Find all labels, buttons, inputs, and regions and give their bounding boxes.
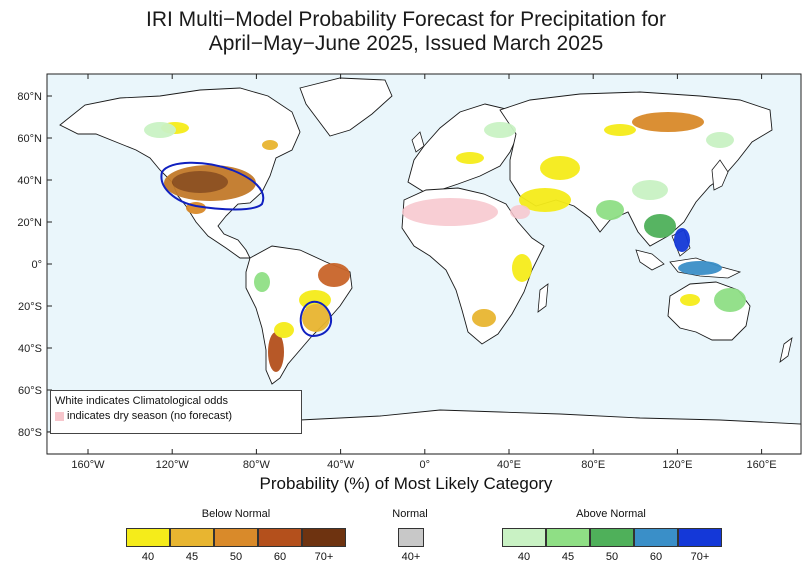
paraguay-dry — [302, 304, 330, 332]
lat-label: 40°S — [18, 343, 42, 355]
lon-label: 160°W — [71, 459, 105, 471]
lat-label: 80°N — [17, 91, 42, 103]
note-dry-season-text: indicates dry season (no forecast) — [67, 410, 233, 422]
lon-label: 80°W — [243, 459, 271, 471]
lat-label: 80°S — [18, 427, 42, 439]
sahara-dry-season — [402, 198, 498, 226]
above-normal-swatch — [634, 528, 678, 547]
lon-label: 120°E — [662, 459, 692, 471]
below-normal-swatch — [170, 528, 214, 547]
above-normal-swatch-label: 45 — [561, 551, 575, 563]
legend-above-title: Above Normal — [576, 508, 646, 520]
above-normal-swatch-label: 70+ — [690, 551, 710, 563]
china-wet — [632, 180, 668, 200]
note-climatological: White indicates Climatological odds — [55, 395, 229, 407]
legend-below-title: Below Normal — [201, 508, 271, 520]
us-highlight-circle — [160, 161, 265, 211]
se-asia-wet — [644, 214, 676, 238]
above-normal-swatch — [590, 528, 634, 547]
above-normal-swatch — [546, 528, 590, 547]
central-asia-dry — [540, 156, 580, 180]
below-normal-swatch — [126, 528, 170, 547]
argentina-dry — [268, 332, 284, 372]
australia-wet — [714, 288, 746, 312]
above-normal-swatch-label: 60 — [649, 551, 663, 563]
below-normal-swatch-label: 50 — [229, 551, 243, 563]
south-africa-dry — [472, 309, 496, 327]
legend-note: White indicates Climatological odds indi… — [50, 390, 302, 434]
india-wet — [596, 200, 624, 220]
legend-normal-title: Normal — [392, 508, 428, 520]
middle-east-dry — [519, 188, 571, 212]
map-title-line2: April−May−June 2025, Issued March 2025 — [208, 32, 604, 55]
lat-label: 20°S — [18, 301, 42, 313]
below-normal-swatch-label: 60 — [273, 551, 287, 563]
lon-label: 120°W — [156, 459, 190, 471]
australia-dry — [680, 294, 700, 306]
dry-season-shading — [402, 198, 530, 226]
lat-label: 20°N — [17, 217, 42, 229]
below-normal-swatch — [302, 528, 346, 547]
europe-wet — [484, 122, 516, 138]
greenland — [299, 77, 393, 137]
normal-swatch — [398, 528, 424, 547]
british-isles — [411, 131, 425, 153]
below-normal-swatch-label: 45 — [185, 551, 199, 563]
peru-wet — [254, 272, 270, 292]
new-zealand — [779, 337, 793, 363]
below-normal-swatch-label: 40 — [141, 551, 155, 563]
lat-label: 40°N — [17, 175, 42, 187]
above-normal-swatch-label: 50 — [605, 551, 619, 563]
longitude-axis: 160°W 120°W 80°W 40°W 0° 40°E 80°E 120°E 160°E — [71, 74, 777, 471]
lon-label: 40°W — [327, 459, 355, 471]
east-africa-dry — [512, 254, 532, 282]
siberia-dry — [632, 112, 704, 132]
map-title-line1: IRI Multi−Model Probability Forecast for… — [146, 8, 666, 31]
south-america-highlight-circle — [299, 300, 332, 338]
lat-label: 60°S — [18, 385, 42, 397]
lon-label: 40°E — [497, 459, 521, 471]
africa — [401, 187, 545, 345]
below-normal-swatch-label: 70+ — [314, 551, 334, 563]
alaska-wet — [144, 122, 176, 138]
philippines-wet — [674, 228, 690, 252]
latitude-axis: 80°N 60°N 40°N 20°N 0° 20°S 40°S 60°S 80°S — [17, 91, 52, 439]
lat-label: 60°N — [17, 133, 42, 145]
lon-label: 80°E — [581, 459, 605, 471]
above-normal-swatch — [678, 528, 722, 547]
indonesia-wet — [678, 261, 722, 275]
above-normal-swatch — [502, 528, 546, 547]
lon-label: 160°E — [747, 459, 777, 471]
above-normal-swatch-label: 40 — [517, 551, 531, 563]
canada-dry-2 — [262, 140, 278, 150]
japan — [711, 159, 729, 191]
above-normal-shading — [144, 122, 746, 312]
note-dry-season: indicates dry season (no forecast) — [55, 409, 297, 424]
us-dry-core — [172, 171, 228, 193]
dry-season-swatch — [55, 411, 64, 421]
lat-label: 0° — [31, 259, 42, 271]
below-normal-swatch — [214, 528, 258, 547]
brazil-ne-dry — [318, 263, 350, 287]
argentina-dry-2 — [274, 322, 294, 338]
arabia-dry-season — [510, 205, 530, 219]
siberia-dry-2 — [604, 124, 636, 136]
below-normal-swatch — [258, 528, 302, 547]
madagascar — [537, 283, 549, 313]
siberia-wet — [706, 132, 734, 148]
lon-label: 0° — [420, 459, 431, 471]
normal-swatch-label: 40+ — [401, 551, 421, 563]
legend-subtitle: Probability (%) of Most Likely Category — [259, 474, 553, 493]
europe-dry — [456, 152, 484, 164]
